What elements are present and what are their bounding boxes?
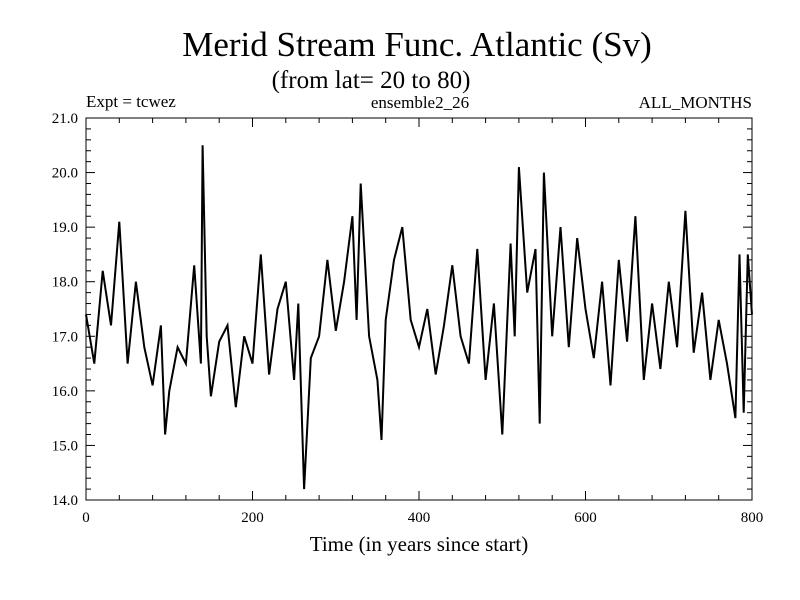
experiment-label: Expt = tcwez bbox=[86, 92, 176, 111]
y-tick-label: 18.0 bbox=[52, 275, 78, 291]
y-tick-label: 21.0 bbox=[52, 111, 78, 127]
ensemble-label: ensemble2_26 bbox=[371, 93, 469, 112]
x-tick-label: 400 bbox=[408, 510, 431, 526]
x-tick-label: 0 bbox=[82, 510, 90, 526]
x-tick-label: 200 bbox=[241, 510, 264, 526]
y-tick-label: 16.0 bbox=[52, 384, 78, 400]
series-line bbox=[85, 145, 753, 490]
y-tick-label: 20.0 bbox=[52, 166, 78, 182]
plot-frame bbox=[85, 117, 753, 501]
months-label: ALL_MONTHS bbox=[639, 93, 752, 112]
y-tick-label: 19.0 bbox=[52, 220, 78, 236]
x-tick-label: 800 bbox=[741, 510, 764, 526]
x-tick-label: 600 bbox=[574, 510, 597, 526]
tick-labels: 0 200 400 600 800 14.0 15.0 16.0 17.0 18.0 19.0 20.… bbox=[52, 111, 764, 526]
y-tick-label: 17.0 bbox=[52, 329, 78, 345]
y-tick-label: 14.0 bbox=[52, 493, 78, 509]
series-layer bbox=[85, 145, 753, 490]
axis-ticks bbox=[85, 117, 753, 501]
y-tick-label: 15.0 bbox=[52, 438, 78, 454]
chart-subtitle: (from lat= 20 to 80) bbox=[272, 67, 471, 94]
chart-title: Merid Stream Func. Atlantic (Sv) bbox=[182, 25, 652, 64]
x-axis-label: Time (in years since start) bbox=[310, 532, 529, 556]
